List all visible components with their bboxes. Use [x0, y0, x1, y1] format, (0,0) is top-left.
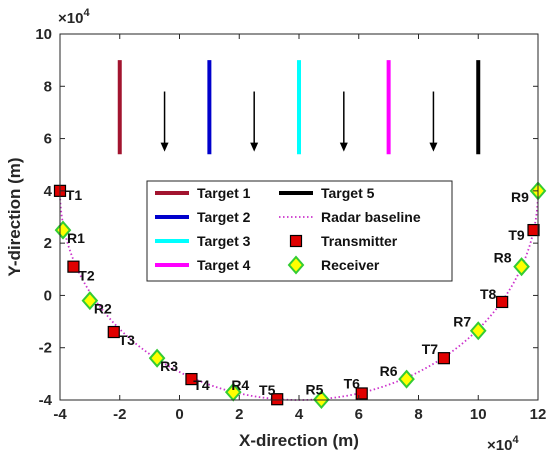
transmitter-marker [437, 352, 450, 365]
y-multiplier: ×104 [58, 7, 90, 27]
legend-label: Transmitter [321, 233, 398, 249]
y-tick-label: 8 [44, 78, 52, 95]
transmitter-label: T3 [119, 332, 136, 348]
y-tick-label: -2 [39, 340, 52, 357]
receiver-marker [313, 389, 330, 409]
transmitter-label: T4 [193, 377, 210, 393]
y-tick-label: 10 [35, 26, 52, 43]
transmitter-marker [496, 295, 509, 309]
transmitter-marker [67, 260, 80, 273]
legend-item: Target 4 [155, 257, 251, 273]
transmitter-label: T9 [508, 227, 525, 243]
transmitter-label: T8 [480, 286, 497, 302]
transmitter-label: T6 [344, 375, 361, 391]
arrow-head [160, 142, 169, 152]
transmitter-label: T5 [259, 382, 276, 398]
arrow-1 [160, 91, 169, 152]
y-exponent: 4 [83, 7, 90, 19]
points-layer: T1 T2 T3 T4 T5 T6 T7 T8 T9 R1 R2 R3 R4 R5 R6 R7 R8 R9 [53, 181, 547, 409]
arrow-2 [250, 91, 259, 152]
transmitter-marker [107, 325, 120, 339]
receiver-label: R8 [494, 250, 512, 266]
receiver-marker [398, 369, 415, 389]
arrow-head [250, 142, 259, 152]
receiver-marker [81, 291, 99, 311]
transmitter-marker [527, 223, 540, 237]
receiver-label: R3 [160, 358, 178, 374]
receiver-label: R6 [380, 363, 398, 379]
y-tick-label: 0 [44, 287, 52, 304]
x-axis-label: X-direction (m) [239, 431, 359, 450]
legend-item: Target 5 [279, 185, 375, 201]
x-tick-label: -4 [53, 406, 67, 423]
arrows-layer [160, 91, 438, 152]
x-tick-label: 8 [414, 406, 422, 423]
legend-swatch [289, 234, 303, 248]
receiver-label: R4 [231, 377, 249, 393]
y-tick-label: 4 [44, 183, 53, 200]
legend: Target 1 Target 2 Target 3 Target 4 Target 5… [146, 180, 453, 282]
transmitter-label: T7 [422, 341, 439, 357]
legend-item: Transmitter [289, 233, 398, 249]
transmitter-marker [271, 393, 284, 406]
legend-item: Radar baseline [279, 209, 421, 225]
x-tick-label: 12 [530, 406, 547, 423]
receiver-marker [469, 321, 487, 341]
legend-item: Receiver [287, 255, 380, 275]
legend-item: Target 2 [155, 209, 251, 225]
transmitter-marker [355, 387, 368, 400]
x-tick-label: 2 [235, 406, 243, 423]
y-axis-label: Y-direction (m) [5, 157, 24, 276]
transmitter-marker [185, 372, 198, 386]
receiver-label: R5 [305, 381, 323, 397]
receiver-marker [148, 348, 166, 368]
legend-swatch [287, 255, 305, 275]
legend-label: Radar baseline [321, 209, 421, 225]
legend-item: Target 3 [155, 233, 251, 249]
receiver-label: R9 [511, 189, 529, 205]
legend-label: Target 3 [197, 233, 251, 249]
y-tick-label: 2 [44, 235, 52, 252]
arrow-4 [429, 91, 438, 152]
legend-item: Target 1 [155, 185, 251, 201]
x-tick-label: 0 [175, 406, 183, 423]
axes-layer: -4 -2 0 2 4 6 8 10 12 -4 -2 0 2 4 6 8 10 [35, 26, 546, 423]
y-tick-label: 6 [44, 131, 52, 148]
arrow-head [429, 142, 438, 152]
transmitter-label: T2 [78, 268, 95, 284]
x-tick-label: 10 [470, 406, 487, 423]
receiver-label: R1 [67, 230, 85, 246]
legend-label: Target 1 [197, 185, 251, 201]
targets-layer [117, 60, 481, 155]
legend-label: Target 2 [197, 209, 251, 225]
legend-label: Target 5 [321, 185, 375, 201]
transmitter-label: T1 [66, 187, 83, 203]
x-tick-label: -2 [113, 406, 126, 423]
receiver-label: R7 [453, 314, 471, 330]
y-tick-label: -4 [39, 392, 53, 409]
legend-label: Receiver [321, 257, 380, 273]
arrow-head [339, 142, 348, 152]
receiver-marker [513, 257, 530, 277]
legend-label: Target 4 [197, 257, 251, 273]
x-tick-label: 6 [355, 406, 363, 423]
x-tick-label: 4 [295, 406, 304, 423]
arrow-3 [339, 91, 348, 152]
x-multiplier: ×104 [487, 434, 519, 454]
receiver-marker [54, 220, 72, 240]
x-exponent: 4 [512, 434, 519, 446]
receiver-label: R2 [94, 301, 112, 317]
